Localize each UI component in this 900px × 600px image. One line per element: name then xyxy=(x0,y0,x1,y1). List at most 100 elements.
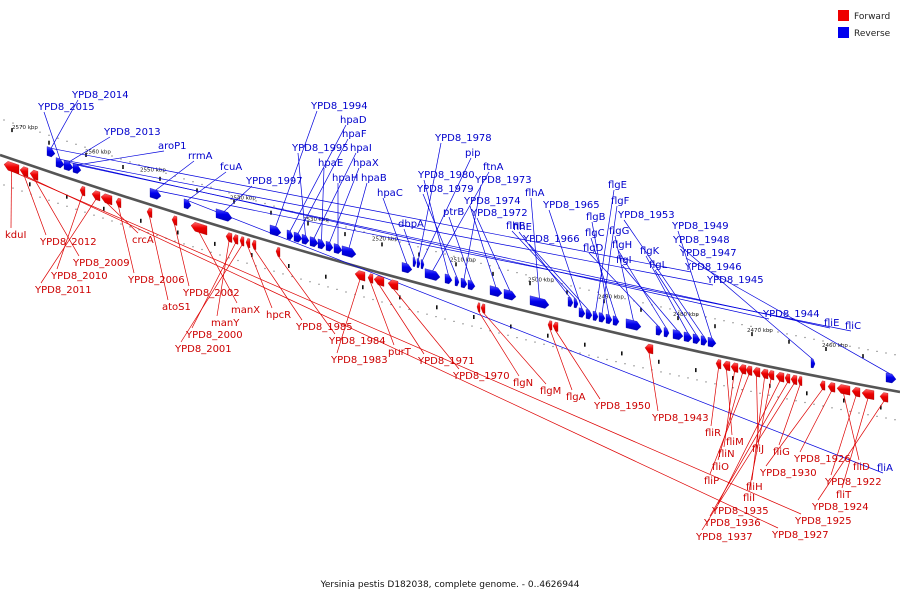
reverse-gene-arrow[interactable] xyxy=(63,159,74,171)
forward-gene-arrow[interactable] xyxy=(879,392,889,403)
reverse-gene-label[interactable]: YPD8_1979 xyxy=(416,184,474,195)
reverse-gene-arrow[interactable] xyxy=(444,273,453,285)
reverse-gene-label[interactable]: YPD8_1949 xyxy=(671,221,729,232)
reverse-gene-arrow[interactable] xyxy=(416,258,421,269)
reverse-gene-label[interactable]: flhB xyxy=(506,221,526,232)
forward-gene-label[interactable]: YPD8_1926 xyxy=(793,454,851,465)
reverse-gene-arrow[interactable] xyxy=(215,208,233,222)
forward-gene-label[interactable]: purT xyxy=(388,347,412,358)
forward-gene-arrow[interactable] xyxy=(373,275,385,287)
forward-gene-label[interactable]: YPD8_2012 xyxy=(39,237,97,248)
forward-gene-arrow[interactable] xyxy=(790,374,798,385)
forward-gene-label[interactable]: YPD8_1930 xyxy=(759,468,817,479)
forward-gene-label[interactable]: YPD8_1985 xyxy=(295,322,353,333)
reverse-gene-label[interactable]: YPD8_1973 xyxy=(474,175,532,186)
forward-gene-label[interactable]: fliJ xyxy=(752,444,764,455)
reverse-gene-arrow[interactable] xyxy=(301,234,310,245)
reverse-gene-label[interactable]: ftnA xyxy=(483,162,504,173)
reverse-gene-label[interactable]: ptrB xyxy=(443,207,464,218)
reverse-gene-arrow[interactable] xyxy=(286,229,294,241)
reverse-gene-label[interactable]: flhA xyxy=(525,188,545,199)
forward-gene-label[interactable]: atoS1 xyxy=(162,302,191,313)
forward-gene-label[interactable]: YPD8_1935 xyxy=(711,506,769,517)
forward-gene-label[interactable]: YPD8_2006 xyxy=(127,275,185,286)
reverse-gene-label[interactable]: YPD8_1947 xyxy=(679,248,737,259)
forward-gene-label[interactable]: fliM xyxy=(726,437,744,448)
reverse-gene-label[interactable]: hpaB xyxy=(361,173,387,184)
forward-gene-label[interactable]: flgA xyxy=(566,392,586,403)
forward-gene-arrow[interactable] xyxy=(738,364,747,375)
reverse-gene-arrow[interactable] xyxy=(573,298,579,309)
forward-gene-label[interactable]: YPD8_1983 xyxy=(330,355,388,366)
forward-gene-arrow[interactable] xyxy=(547,320,553,331)
reverse-gene-label[interactable]: hpaX xyxy=(353,158,379,169)
forward-gene-arrow[interactable] xyxy=(767,370,775,381)
forward-gene-arrow[interactable] xyxy=(784,373,791,384)
forward-gene-arrow[interactable] xyxy=(797,376,803,386)
reverse-gene-label[interactable]: fcuA xyxy=(220,162,242,173)
reverse-gene-label[interactable]: YPD8_1974 xyxy=(463,196,521,207)
reverse-gene-label[interactable]: YPD8_1978 xyxy=(434,133,492,144)
reverse-gene-arrow[interactable] xyxy=(293,231,303,243)
reverse-gene-arrow[interactable] xyxy=(592,310,599,321)
reverse-gene-label[interactable]: YPD8_1995 xyxy=(291,143,349,154)
forward-gene-arrow[interactable] xyxy=(245,238,251,249)
reverse-gene-label[interactable]: flgG xyxy=(609,226,629,237)
forward-gene-label[interactable]: kduI xyxy=(5,230,26,241)
forward-gene-label[interactable]: hpcR xyxy=(266,310,291,321)
reverse-gene-label[interactable]: YPD8_1945 xyxy=(706,275,764,286)
reverse-gene-arrow[interactable] xyxy=(663,327,670,338)
forward-gene-label[interactable]: YPD8_1950 xyxy=(593,401,651,412)
forward-gene-label[interactable]: YPD8_1943 xyxy=(651,413,709,424)
forward-gene-arrow[interactable] xyxy=(730,362,739,373)
reverse-gene-label[interactable]: hpaC xyxy=(377,188,403,199)
reverse-gene-label[interactable]: dbpA xyxy=(398,219,424,230)
reverse-gene-label[interactable]: YPD8_1946 xyxy=(684,262,742,273)
forward-gene-label[interactable]: YPD8_2011 xyxy=(34,285,92,296)
reverse-gene-arrow[interactable] xyxy=(467,279,476,291)
forward-gene-arrow[interactable] xyxy=(387,279,399,291)
forward-gene-arrow[interactable] xyxy=(171,215,178,226)
forward-gene-label[interactable]: fliG xyxy=(773,447,790,458)
reverse-gene-arrow[interactable] xyxy=(325,241,334,252)
forward-gene-arrow[interactable] xyxy=(232,234,239,245)
forward-gene-arrow[interactable] xyxy=(745,365,753,376)
reverse-gene-label[interactable]: flgL xyxy=(649,260,668,271)
reverse-gene-arrow[interactable] xyxy=(625,318,642,331)
reverse-gene-label[interactable]: flgK xyxy=(640,246,660,257)
forward-gene-label[interactable]: YPD8_1936 xyxy=(703,518,761,529)
forward-gene-arrow[interactable] xyxy=(190,222,208,236)
reverse-gene-label[interactable]: YPD8_1944 xyxy=(762,309,820,320)
reverse-gene-label[interactable]: flgC xyxy=(585,228,605,239)
forward-gene-arrow[interactable] xyxy=(752,367,761,378)
forward-gene-label[interactable]: fliP xyxy=(704,476,719,487)
forward-gene-arrow[interactable] xyxy=(367,273,374,284)
reverse-gene-arrow[interactable] xyxy=(707,337,717,348)
reverse-gene-arrow[interactable] xyxy=(567,296,574,307)
forward-gene-arrow[interactable] xyxy=(115,197,122,209)
reverse-gene-label[interactable]: flgB xyxy=(586,212,606,223)
forward-gene-label[interactable]: YPD8_1927 xyxy=(771,530,829,541)
forward-gene-label[interactable]: fliO xyxy=(712,462,729,473)
reverse-gene-label[interactable]: YPD8_1997 xyxy=(245,176,303,187)
reverse-gene-label[interactable]: YPD8_2015 xyxy=(37,102,95,113)
forward-gene-arrow[interactable] xyxy=(29,169,39,181)
forward-gene-label[interactable]: YPD8_2010 xyxy=(50,271,108,282)
forward-gene-label[interactable]: YPD8_1970 xyxy=(452,371,510,382)
reverse-gene-label[interactable]: hpaD xyxy=(340,115,367,126)
reverse-gene-label[interactable]: flgF xyxy=(611,196,630,207)
reverse-gene-label[interactable]: aroP1 xyxy=(158,141,187,152)
reverse-gene-arrow[interactable] xyxy=(700,335,708,346)
reverse-gene-arrow[interactable] xyxy=(55,157,65,169)
forward-gene-arrow[interactable] xyxy=(775,372,785,383)
reverse-gene-label[interactable]: YPD8_1948 xyxy=(672,235,730,246)
forward-gene-arrow[interactable] xyxy=(3,161,20,175)
reverse-gene-label[interactable]: hpaH xyxy=(332,173,358,184)
reverse-gene-arrow[interactable] xyxy=(420,259,425,270)
reverse-gene-label[interactable]: YPD8_1980 xyxy=(417,170,475,181)
forward-gene-label[interactable]: YPD8_1924 xyxy=(811,502,869,513)
forward-gene-arrow[interactable] xyxy=(827,382,836,393)
forward-gene-label[interactable]: YPD8_2001 xyxy=(174,344,232,355)
forward-gene-arrow[interactable] xyxy=(146,207,153,219)
reverse-gene-arrow[interactable] xyxy=(683,331,693,343)
